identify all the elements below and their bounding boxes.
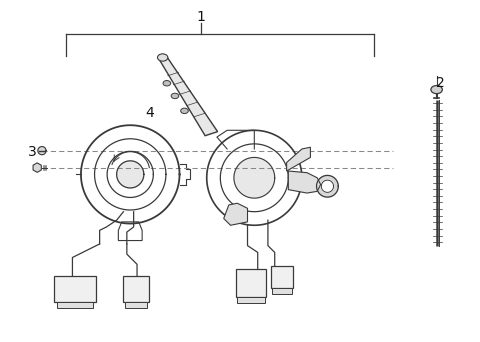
Bar — [125, 302, 147, 308]
Text: 1: 1 — [196, 10, 205, 24]
Bar — [271, 266, 293, 288]
Polygon shape — [207, 130, 302, 225]
Polygon shape — [33, 163, 41, 172]
Circle shape — [180, 108, 188, 114]
Circle shape — [157, 54, 168, 61]
Polygon shape — [224, 203, 248, 225]
Bar — [54, 276, 96, 302]
Polygon shape — [220, 144, 288, 212]
Text: 2: 2 — [436, 76, 445, 90]
Polygon shape — [288, 171, 321, 193]
Text: 3: 3 — [28, 145, 37, 159]
Polygon shape — [316, 175, 338, 197]
Text: 4: 4 — [145, 106, 154, 120]
Polygon shape — [160, 58, 217, 136]
Polygon shape — [95, 139, 166, 210]
Bar — [236, 269, 266, 297]
Circle shape — [431, 86, 443, 94]
Polygon shape — [234, 157, 275, 198]
Polygon shape — [117, 161, 144, 188]
Polygon shape — [81, 125, 180, 224]
Circle shape — [171, 93, 179, 98]
Bar — [57, 302, 93, 308]
Polygon shape — [321, 180, 334, 192]
Bar — [272, 288, 292, 294]
Polygon shape — [38, 147, 46, 155]
Bar — [123, 276, 149, 302]
Polygon shape — [287, 147, 311, 171]
Polygon shape — [107, 151, 154, 197]
Circle shape — [163, 80, 171, 86]
Bar — [237, 297, 264, 303]
